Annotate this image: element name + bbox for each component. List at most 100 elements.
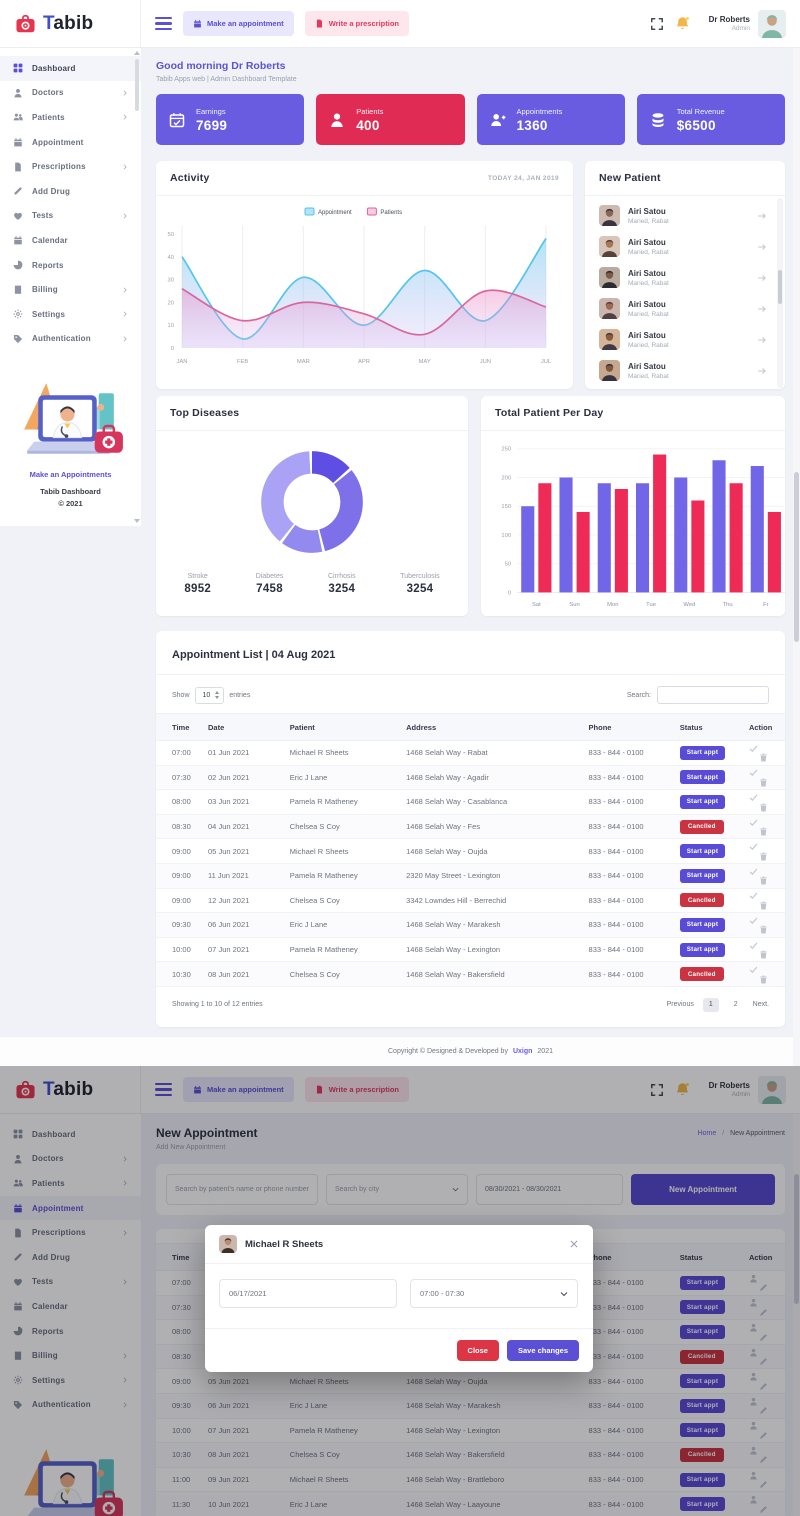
column-header-status[interactable]: Status: [671, 713, 741, 741]
status-badge[interactable]: Canclled: [679, 1447, 724, 1462]
column-header-phone[interactable]: Phone: [580, 1243, 672, 1271]
trash-icon[interactable]: [759, 975, 768, 984]
new-appointment-button[interactable]: New Appointment: [631, 1174, 775, 1205]
sidebar-item-calendar[interactable]: Calendar: [0, 228, 141, 253]
trash-icon[interactable]: [759, 778, 768, 787]
fullscreen-icon[interactable]: [650, 17, 664, 31]
check-icon[interactable]: [749, 842, 758, 851]
status-badge[interactable]: Start appt: [679, 1398, 726, 1413]
sidebar-item-billing[interactable]: Billing: [0, 1343, 141, 1368]
person-icon[interactable]: [749, 1471, 758, 1480]
fullscreen-icon[interactable]: [650, 1083, 664, 1097]
sidebar-item-patients[interactable]: Patients: [0, 1171, 141, 1196]
status-badge[interactable]: Canclled: [679, 1349, 724, 1364]
sidebar-item-settings[interactable]: Settings: [0, 1368, 141, 1393]
arrow-right-icon[interactable]: [757, 335, 767, 345]
logo[interactable]: Tabib: [0, 0, 141, 47]
patient-search-input[interactable]: [166, 1174, 318, 1205]
hamburger-menu-icon[interactable]: [155, 1083, 172, 1096]
arrow-right-icon[interactable]: [757, 273, 767, 283]
trash-icon[interactable]: [759, 925, 768, 934]
sidebar-cta-link[interactable]: Make an Appointments: [29, 469, 112, 479]
sidebar-item-reports[interactable]: Reports: [0, 1319, 141, 1344]
sidebar-item-dashboard[interactable]: Dashboard: [0, 56, 141, 81]
sidebar-item-authentication[interactable]: Authentication: [0, 327, 141, 352]
sidebar-item-prescriptions[interactable]: Prescriptions: [0, 1220, 141, 1245]
check-icon[interactable]: [749, 818, 758, 827]
sidebar-item-doctors[interactable]: Doctors: [0, 81, 141, 106]
pencil-icon[interactable]: [759, 1283, 768, 1292]
pencil-icon[interactable]: [759, 1406, 768, 1415]
sidebar-item-dashboard[interactable]: Dashboard: [0, 1122, 141, 1147]
entries-select[interactable]: 10: [194, 686, 225, 704]
breadcrumb-home[interactable]: Home: [697, 1130, 717, 1137]
trash-icon[interactable]: [759, 753, 768, 762]
check-icon[interactable]: [749, 867, 758, 876]
trash-icon[interactable]: [759, 876, 768, 885]
arrow-right-icon[interactable]: [757, 211, 767, 221]
pencil-icon[interactable]: [759, 1308, 768, 1317]
pagination-page-1[interactable]: 1: [702, 997, 719, 1012]
write-prescription-button[interactable]: Write a prescription: [304, 1077, 409, 1102]
sidebar-item-billing[interactable]: Billing: [0, 277, 141, 302]
pencil-icon[interactable]: [759, 1431, 768, 1440]
status-badge[interactable]: Start appt: [679, 942, 726, 957]
sidebar-scrollbar[interactable]: [134, 51, 140, 523]
city-select[interactable]: Search by city: [326, 1174, 468, 1205]
person-icon[interactable]: [749, 1372, 758, 1381]
sidebar-item-settings[interactable]: Settings: [0, 302, 141, 327]
trash-icon[interactable]: [759, 901, 768, 910]
column-header-status[interactable]: Status: [671, 1243, 741, 1271]
sidebar-item-appointment[interactable]: Appointment: [0, 130, 141, 155]
status-badge[interactable]: Start appt: [679, 1300, 726, 1315]
arrow-right-icon[interactable]: [757, 366, 767, 376]
column-header-action[interactable]: Action: [740, 713, 785, 741]
notification-bell-icon[interactable]: [675, 1082, 690, 1097]
date-range-input[interactable]: [476, 1174, 623, 1205]
person-icon[interactable]: [749, 1397, 758, 1406]
page-scrollbar[interactable]: [793, 48, 800, 1066]
make-appointment-button[interactable]: Make an appointment: [183, 1077, 294, 1102]
status-badge[interactable]: Start appt: [679, 1423, 726, 1438]
new-patient-row[interactable]: Airi Satou Maried, Rabat: [585, 231, 785, 262]
pagination-previous[interactable]: Previous: [666, 1001, 694, 1009]
pencil-icon[interactable]: [759, 1505, 768, 1514]
status-badge[interactable]: Start appt: [679, 1497, 726, 1512]
new-patient-row[interactable]: Airi Satou Maried, Rabat: [585, 324, 785, 355]
status-badge[interactable]: Start appt: [679, 745, 726, 760]
sidebar-item-reports[interactable]: Reports: [0, 253, 141, 278]
check-icon[interactable]: [749, 744, 758, 753]
person-icon[interactable]: [749, 1421, 758, 1430]
sidebar-item-prescriptions[interactable]: Prescriptions: [0, 154, 141, 179]
person-icon[interactable]: [749, 1323, 758, 1332]
check-icon[interactable]: [749, 793, 758, 802]
sidebar-item-add-drug[interactable]: Add Drug: [0, 1245, 141, 1270]
appointment-time-select[interactable]: 07:00 - 07:30: [410, 1279, 578, 1308]
arrow-right-icon[interactable]: [757, 304, 767, 314]
pencil-icon[interactable]: [759, 1455, 768, 1464]
uxign-link[interactable]: Uxign: [512, 1048, 533, 1055]
check-icon[interactable]: [749, 916, 758, 925]
status-badge[interactable]: Start appt: [679, 1472, 726, 1487]
person-icon[interactable]: [749, 1274, 758, 1283]
trash-icon[interactable]: [759, 827, 768, 836]
user-menu[interactable]: Dr Roberts Admin: [701, 1075, 786, 1104]
status-badge[interactable]: Canclled: [679, 967, 724, 982]
hamburger-menu-icon[interactable]: [155, 17, 172, 30]
write-prescription-button[interactable]: Write a prescription: [304, 11, 409, 36]
pencil-icon[interactable]: [759, 1357, 768, 1366]
sidebar-item-patients[interactable]: Patients: [0, 105, 141, 130]
search-input[interactable]: [657, 686, 769, 704]
sidebar-item-doctors[interactable]: Doctors: [0, 1147, 141, 1172]
user-menu[interactable]: Dr Roberts Admin: [701, 9, 786, 38]
status-badge[interactable]: Start appt: [679, 1374, 726, 1389]
status-badge[interactable]: Start appt: [679, 770, 726, 785]
sidebar-item-calendar[interactable]: Calendar: [0, 1294, 141, 1319]
person-icon[interactable]: [749, 1298, 758, 1307]
person-icon[interactable]: [749, 1348, 758, 1357]
trash-icon[interactable]: [759, 852, 768, 861]
person-icon[interactable]: [749, 1495, 758, 1504]
sidebar-item-tests[interactable]: Tests: [0, 204, 141, 229]
pagination-page-2[interactable]: 2: [733, 1001, 738, 1009]
trash-icon[interactable]: [759, 803, 768, 812]
